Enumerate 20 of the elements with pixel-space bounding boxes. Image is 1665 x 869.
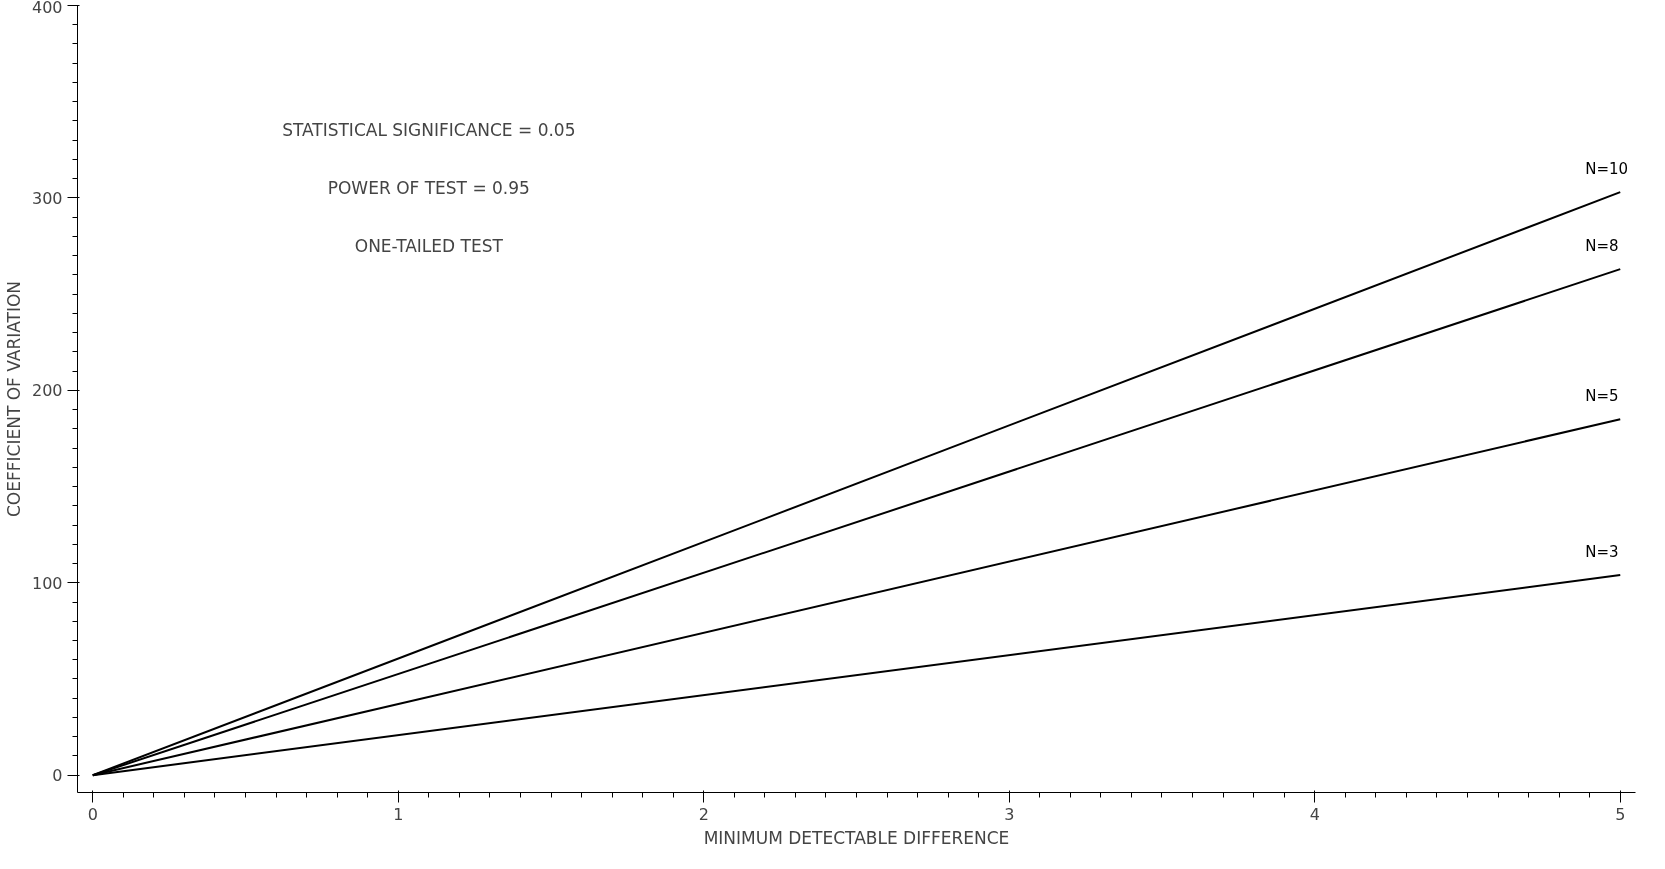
y-tick-label: 400 bbox=[31, 0, 63, 17]
y-tick-label: 200 bbox=[31, 381, 63, 401]
annotation: ONE-TAILED TEST bbox=[354, 235, 504, 256]
x-tick-label: 0 bbox=[87, 804, 98, 824]
series-label: N=8 bbox=[1585, 237, 1619, 256]
y-tick-label: 0 bbox=[52, 766, 63, 786]
series-label: N=5 bbox=[1585, 387, 1619, 406]
y-axis-title: COEFFICIENT OF VARIATION bbox=[3, 280, 24, 518]
series-label: N=10 bbox=[1585, 160, 1629, 179]
series-label: N=3 bbox=[1585, 543, 1619, 562]
x-tick-label: 1 bbox=[393, 804, 404, 824]
x-tick-label: 5 bbox=[1615, 804, 1626, 824]
x-tick-label: 3 bbox=[1004, 804, 1015, 824]
x-tick-label: 2 bbox=[698, 804, 709, 824]
x-axis-title: MINIMUM DETECTABLE DIFFERENCE bbox=[703, 827, 1010, 848]
annotation: STATISTICAL SIGNIFICANCE = 0.05 bbox=[282, 120, 576, 141]
x-tick-label: 4 bbox=[1309, 804, 1320, 824]
y-tick-label: 100 bbox=[31, 573, 63, 593]
annotation: POWER OF TEST = 0.95 bbox=[327, 177, 530, 198]
y-tick-label: 300 bbox=[31, 188, 63, 208]
